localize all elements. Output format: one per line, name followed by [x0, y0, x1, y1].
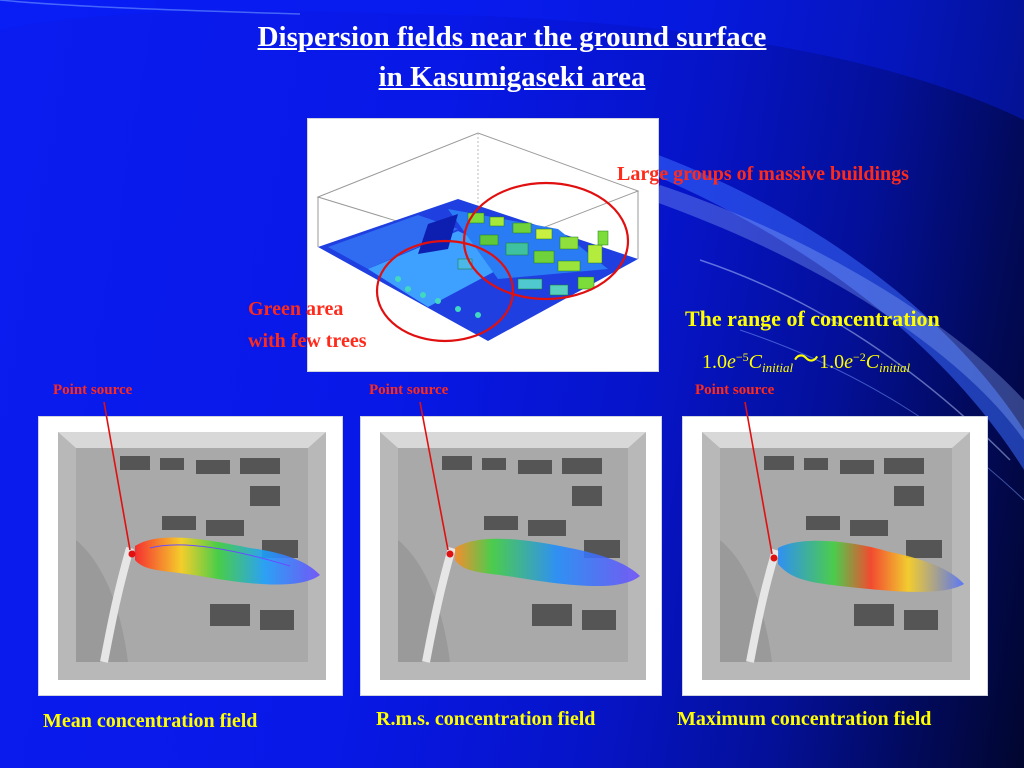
formula-separator: 〜 [793, 345, 820, 374]
point-source-label-max: Point source [695, 382, 775, 398]
formula-low-mantissa: 1.0 [702, 351, 727, 373]
green-area-annotation-line2: with few trees [248, 330, 367, 352]
formula-high-mantissa: 1.0 [819, 351, 845, 373]
concentration-range-formula: 1.0e−5Cinitial〜1.0e−2Cinitial [702, 339, 910, 376]
slide-title-line1: Dispersion fields near the ground surfac… [257, 21, 767, 53]
caption-mean: Mean concentration field [43, 710, 258, 732]
rms-field-map [360, 416, 662, 696]
caption-rms: R.m.s. concentration field [376, 708, 596, 730]
city-3d-model-image [307, 118, 659, 372]
concentration-range-heading: The range of concentration [685, 306, 940, 331]
green-area-highlight-circle [375, 239, 515, 343]
formula-high-exponent: −2 [852, 350, 866, 364]
buildings-highlight-circle [462, 181, 630, 301]
slide-title-line2: in Kasumigaseki area [378, 61, 646, 93]
formula-low-base: e [727, 351, 736, 373]
formula-low-symbol: C [748, 351, 763, 373]
green-area-annotation-line1: Green area [248, 298, 344, 320]
max-field-map [682, 416, 988, 696]
point-source-label-mean: Point source [53, 382, 133, 398]
city-3d-model-graphic [316, 132, 640, 343]
formula-high-base: e [844, 351, 853, 373]
formula-low-subscript: initial [762, 360, 794, 375]
point-source-label-rms: Point source [369, 382, 449, 398]
formula-high-subscript: initial [879, 360, 911, 375]
caption-max: Maximum concentration field [677, 708, 932, 730]
formula-low-exponent: −5 [735, 350, 749, 364]
formula-high-symbol: C [865, 351, 880, 373]
mean-field-map [38, 416, 343, 696]
buildings-annotation: Large groups of massive buildings [617, 163, 909, 185]
